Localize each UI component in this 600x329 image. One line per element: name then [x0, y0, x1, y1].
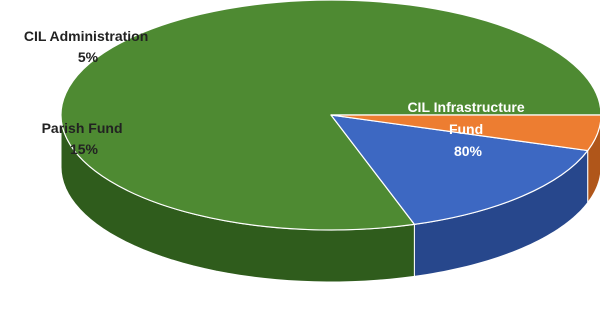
- slice-label-infrastructure-line1: CIL Infrastructure: [407, 99, 524, 115]
- slice-label-infrastructure-line2: Fund: [449, 121, 483, 137]
- slice-percent-parish: 15%: [70, 141, 99, 157]
- slice-label-parish-line1: Parish Fund: [42, 120, 123, 136]
- slice-percent-infrastructure: 80%: [454, 143, 483, 159]
- slice-label-administration: CIL Administration 5%: [24, 28, 152, 65]
- slice-label-administration-line1: CIL Administration: [24, 28, 148, 44]
- pie-slice-administration: [330, 114, 600, 152]
- slice-percent-administration: 5%: [78, 49, 99, 65]
- slice-label-infrastructure: CIL Infrastructure Fund 80%: [407, 99, 528, 159]
- pie-slices: [60, 0, 600, 231]
- pie-slice-parish: [330, 114, 589, 225]
- slice-label-parish: Parish Fund 15%: [42, 120, 127, 157]
